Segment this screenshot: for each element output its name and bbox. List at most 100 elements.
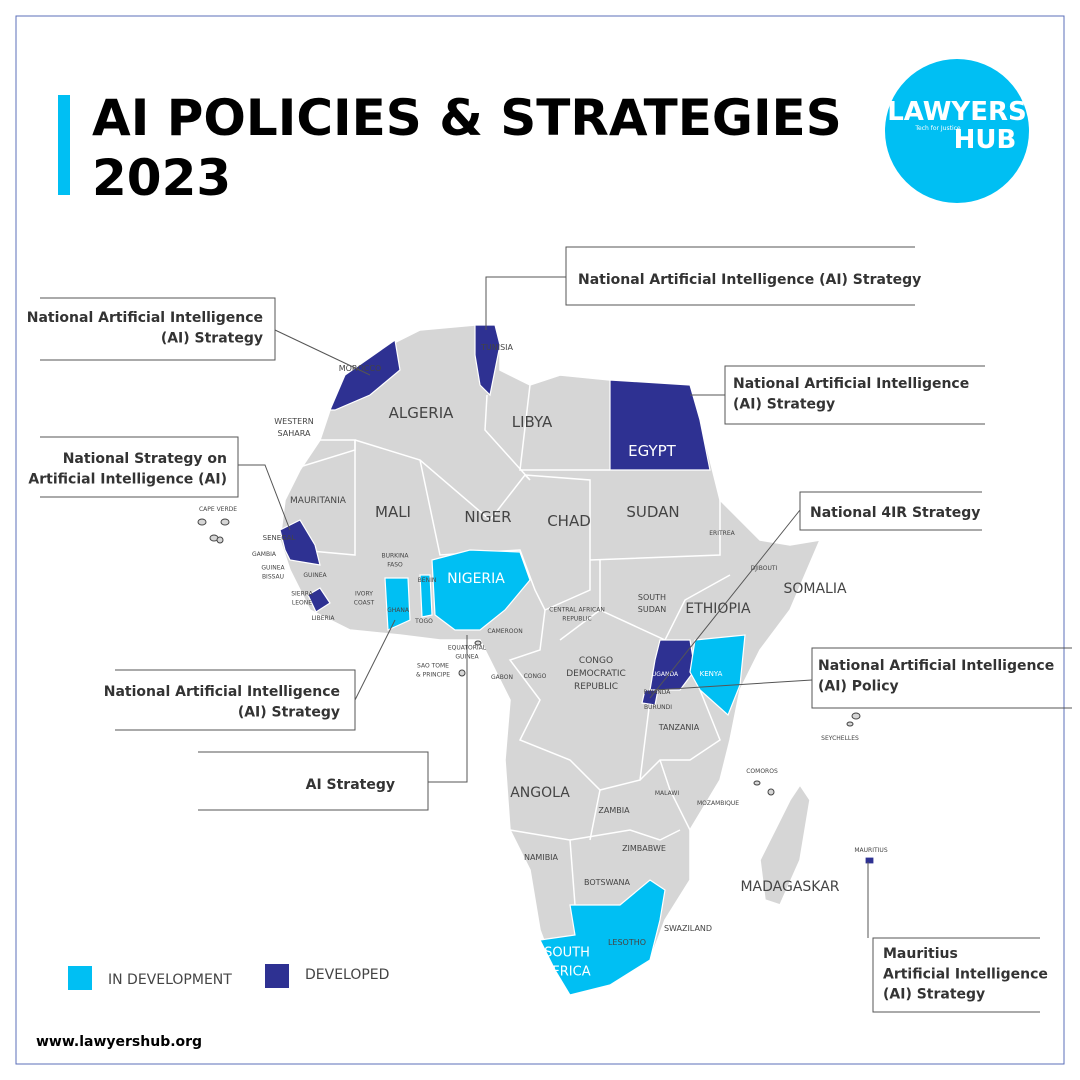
callout-frame	[811, 647, 1072, 709]
text-line: CAMEROON	[487, 628, 522, 635]
callouts: National Artificial Intelligence (AI) St…	[27, 246, 1072, 1013]
text-line: BOTSWANA	[584, 878, 631, 887]
country-label: NIGERIA	[447, 571, 505, 587]
leader-line	[654, 679, 813, 691]
text-line: SOMALIA	[783, 581, 846, 597]
country-label: LIBYA	[512, 413, 553, 431]
text-line: AFRICA	[543, 964, 590, 979]
country-label: SWAZILAND	[664, 924, 712, 933]
country-label: CONGO DEMOCRATIC REPUBLIC	[566, 656, 626, 692]
country-label: MALAWI	[655, 790, 679, 797]
country-label: BOTSWANA	[584, 878, 631, 887]
logo-circle	[885, 59, 1029, 203]
text-line: ANGOLA	[510, 785, 570, 801]
legend-swatch	[265, 964, 289, 988]
border	[508, 609, 651, 791]
country-label: KENYA	[700, 670, 723, 678]
text-line: MOZAMBIQUE	[697, 800, 739, 807]
text-line: SWAZILAND	[664, 924, 712, 933]
country-label: ANGOLA	[510, 785, 570, 801]
footer-url: www.lawyershub.org	[36, 1034, 202, 1050]
text-line: MALAWI	[655, 790, 679, 797]
border	[524, 474, 591, 611]
text-line: Mauritius	[883, 946, 958, 962]
text-line: SUDAN	[626, 503, 679, 521]
text-line: FASO	[387, 561, 403, 568]
frame	[15, 15, 1065, 1065]
country-nigeria	[431, 549, 531, 631]
africa	[279, 324, 822, 996]
country-label: DJIBOUTI	[751, 565, 778, 572]
country-label: NIGER	[464, 508, 511, 526]
callout-frame	[799, 491, 982, 531]
text-line: ZIMBABWE	[622, 844, 666, 853]
country-label: MOZAMBIQUE	[697, 800, 739, 807]
text-line: (AI) Strategy	[161, 330, 263, 346]
country-label: NAMIBIA	[524, 853, 559, 862]
leader-line	[238, 464, 291, 531]
logo-tagline: Tech for Justice	[914, 125, 961, 132]
logo-text: HUB	[954, 125, 1017, 155]
country-label: MOROCCO	[339, 364, 382, 373]
callout-text: National Artificial Intelligence (AI) Str…	[104, 684, 340, 720]
text-line: GHANA	[387, 607, 410, 614]
country-senegal	[279, 519, 321, 566]
country-sierra-leone	[307, 587, 331, 613]
text-line: LIBYA	[512, 413, 553, 431]
text-line: COAST	[354, 599, 375, 606]
country-egypt	[609, 379, 711, 471]
text-line: SEYCHELLES	[821, 735, 859, 742]
text-line: NIGERIA	[447, 571, 505, 587]
country-label: SOMALIA	[783, 581, 846, 597]
legend-label: DEVELOPED	[305, 967, 389, 983]
text-line: ALGERIA	[389, 404, 455, 422]
text-line: (AI) Strategy	[238, 704, 340, 720]
callout-text: National Strategy on Artificial Intellige…	[28, 451, 227, 487]
text-line: SENEGAL	[263, 534, 296, 542]
border	[559, 609, 601, 641]
text-line: REPUBLIC	[562, 615, 591, 622]
leader-line	[485, 276, 566, 330]
country-tunisia	[474, 324, 501, 397]
country-label: LESOTHO	[608, 938, 646, 947]
border	[589, 500, 721, 561]
callout-frame	[115, 669, 356, 731]
country-label: TANZANIA	[658, 723, 700, 732]
leader-line	[428, 635, 468, 783]
text-line: REPUBLIC	[574, 682, 618, 692]
country-label: COMOROS	[746, 768, 778, 775]
text-line: ZAMBIA	[598, 806, 630, 815]
country-label: MADAGASKAR	[740, 879, 839, 895]
text-line: DEMOCRATIC	[566, 669, 626, 679]
country-label: MALI	[375, 503, 411, 521]
country-label: GUINEA BISSAU	[261, 565, 285, 581]
country-label: CENTRAL AFRICAN REPUBLIC	[549, 607, 605, 623]
text-line: LESOTHO	[608, 938, 646, 947]
text-line: SUDAN	[638, 605, 666, 614]
text-line: TUNISIA	[480, 343, 514, 352]
text-line: BISSAU	[262, 573, 284, 580]
text-line: (AI) Strategy	[883, 987, 985, 1003]
text-line: BENIN	[418, 577, 437, 584]
country-label: TOGO	[414, 618, 433, 625]
text-line: RWANDA	[644, 689, 672, 696]
country-ghana	[384, 577, 411, 631]
country-label: CONGO	[524, 673, 547, 680]
title-year: 2023	[92, 149, 231, 207]
border	[519, 384, 610, 471]
text-line: National Artificial Intelligence	[818, 658, 1054, 674]
country-label: GABON	[491, 674, 513, 681]
country-label: SIERRA LEONE	[291, 591, 313, 607]
text-line: KENYA	[700, 670, 723, 678]
country-label: SEYCHELLES	[821, 735, 859, 742]
text-line: UGANDA	[652, 671, 679, 678]
country-label: UGANDA	[652, 671, 679, 678]
text-line: & PRINCIPE	[416, 671, 450, 678]
country-labels: MOROCCO TUNISIA ALGERIA LIBYA EGYPT WEST…	[199, 343, 888, 979]
country-label: GHANA	[387, 607, 410, 614]
country-label: CAMEROON	[487, 628, 522, 635]
text-line: CONGO	[524, 673, 547, 680]
text-line: MAURITIUS	[854, 847, 887, 854]
madagascar	[759, 783, 811, 906]
